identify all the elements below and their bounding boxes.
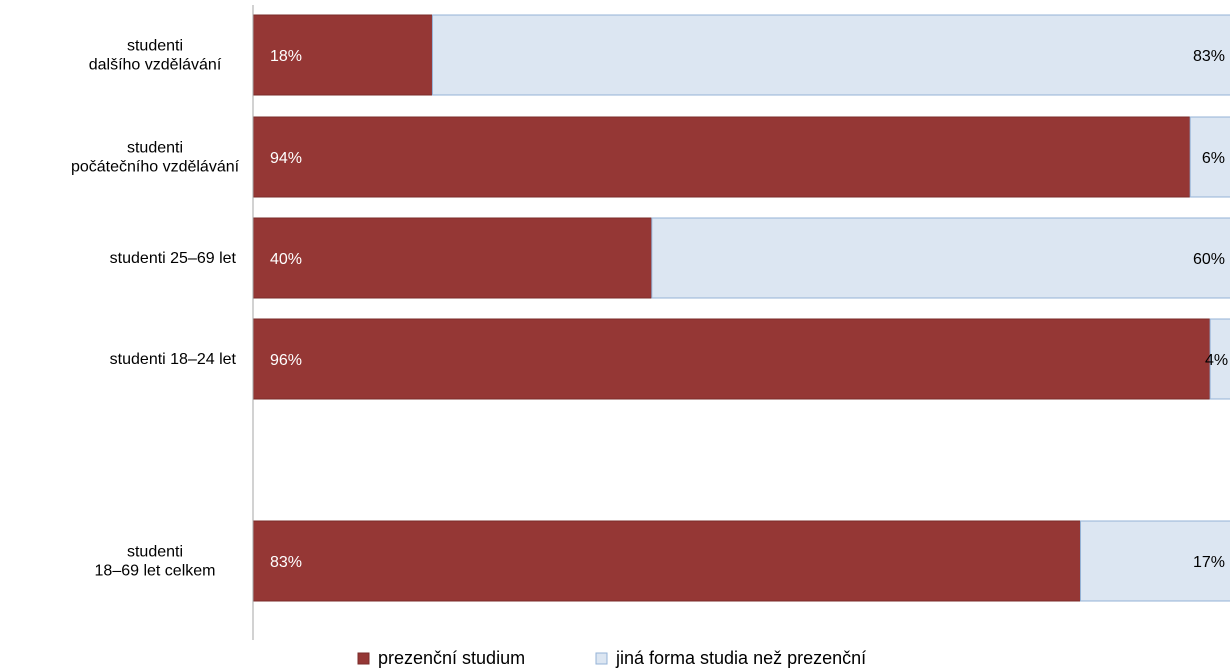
bar-segment [431, 14, 1230, 96]
data-label: 83% [270, 554, 302, 571]
category-label: studenti počátečního vzdělávání [71, 140, 240, 176]
bar-segment [252, 520, 1082, 602]
data-label: 6% [1202, 150, 1225, 167]
data-label: 40% [270, 251, 302, 268]
category-label: studenti 18–69 let celkem [95, 544, 216, 580]
bar-segment [252, 318, 1211, 400]
legend-swatch [357, 652, 370, 665]
bar-segment [1189, 116, 1230, 198]
bar-segment [1209, 318, 1230, 400]
bar-segment [252, 14, 433, 96]
plot-area: studenti dalšího vzdělávání 18% 83% studenti… [71, 5, 1230, 640]
category-label: studenti dalšího vzdělávání [89, 38, 222, 74]
data-label: 96% [270, 352, 302, 369]
bar-segment [252, 116, 1191, 198]
bar-segment [1080, 520, 1230, 602]
legend-swatch [595, 652, 608, 665]
category-label: studenti 18–24 let [110, 351, 237, 368]
bar-segment [252, 217, 653, 299]
data-label: 83% [1193, 48, 1225, 65]
legend: prezenční studium jiná forma studia než p… [357, 648, 866, 668]
data-label: 4% [1205, 352, 1228, 369]
category-label: studenti 25–69 let [110, 250, 237, 267]
data-label: 18% [270, 48, 302, 65]
data-label: 94% [270, 150, 302, 167]
data-label: 60% [1193, 251, 1225, 268]
legend-label: jiná forma studia než prezenční [615, 648, 866, 668]
data-label: 17% [1193, 554, 1225, 571]
bar-segment [651, 217, 1230, 299]
legend-label: prezenční studium [378, 648, 525, 668]
